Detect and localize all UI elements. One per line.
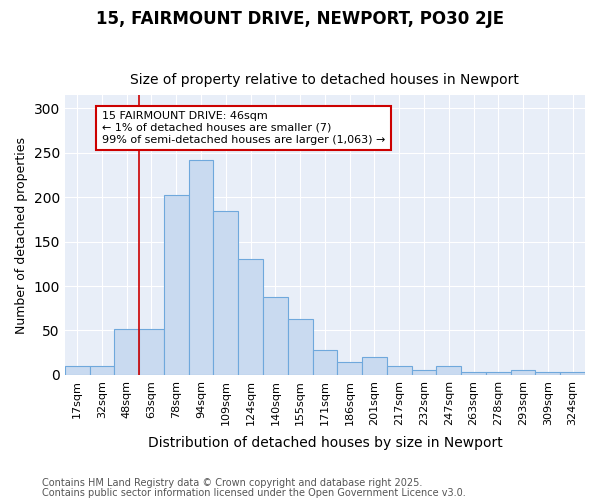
Bar [238,260,263,375]
Title: Size of property relative to detached houses in Newport: Size of property relative to detached ho… [130,73,520,87]
Bar [486,372,511,375]
Bar [560,372,585,375]
Bar [313,350,337,375]
Bar [288,319,313,375]
Text: 15 FAIRMOUNT DRIVE: 46sqm
← 1% of detached houses are smaller (7)
99% of semi-de: 15 FAIRMOUNT DRIVE: 46sqm ← 1% of detach… [102,112,385,144]
Text: Contains HM Land Registry data © Crown copyright and database right 2025.: Contains HM Land Registry data © Crown c… [42,478,422,488]
Bar [511,370,535,375]
Bar [263,296,288,375]
Bar [535,372,560,375]
Y-axis label: Number of detached properties: Number of detached properties [15,136,28,334]
Bar [139,328,164,375]
Text: Contains public sector information licensed under the Open Government Licence v3: Contains public sector information licen… [42,488,466,498]
Bar [387,366,412,375]
X-axis label: Distribution of detached houses by size in Newport: Distribution of detached houses by size … [148,436,502,450]
Bar [461,372,486,375]
Bar [436,366,461,375]
Bar [89,366,115,375]
Bar [412,370,436,375]
Bar [188,160,214,375]
Bar [362,357,387,375]
Text: 15, FAIRMOUNT DRIVE, NEWPORT, PO30 2JE: 15, FAIRMOUNT DRIVE, NEWPORT, PO30 2JE [96,10,504,28]
Bar [65,366,89,375]
Bar [214,212,238,375]
Bar [164,194,188,375]
Bar [337,362,362,375]
Bar [115,328,139,375]
